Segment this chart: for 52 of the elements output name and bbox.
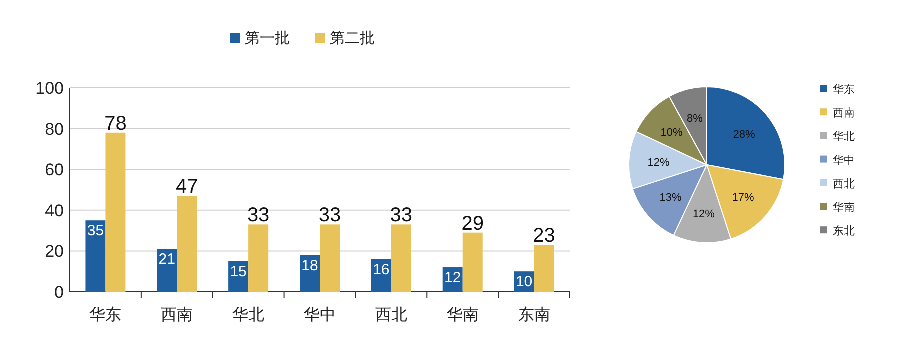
data-label: 15: [230, 263, 247, 280]
y-tick-label: 0: [54, 283, 64, 302]
data-label: 12%: [648, 156, 670, 169]
data-label: 47: [176, 176, 198, 198]
legend-label: 西北: [833, 177, 855, 190]
data-label: 33: [318, 204, 342, 227]
data-label: 13%: [660, 192, 682, 204]
bar: [106, 132, 126, 292]
bar: [462, 232, 483, 292]
data-label: 16: [373, 261, 390, 278]
data-label: 21: [158, 251, 176, 268]
legend-label: 华北: [833, 130, 855, 144]
legend-label: 华南: [833, 201, 855, 214]
legend-label: 西南: [833, 106, 855, 120]
bar: [391, 224, 412, 292]
legend-label: 第一批: [245, 30, 290, 47]
bar: [320, 224, 340, 292]
y-tick-label: 20: [45, 242, 64, 262]
data-label: 29: [462, 212, 484, 235]
x-tick-label: 西北: [375, 306, 408, 324]
legend-label: 华中: [833, 154, 855, 167]
bar: [534, 245, 554, 292]
y-tick-label: 80: [45, 120, 64, 139]
data-label: 23: [533, 225, 556, 248]
bar: [86, 220, 106, 292]
data-label: 10%: [660, 126, 683, 139]
data-label: 28%: [733, 129, 756, 142]
legend-label: 东北: [833, 224, 855, 238]
legend-label: 华东: [833, 83, 855, 96]
data-label: 17%: [732, 192, 754, 204]
data-label: 35: [87, 222, 104, 240]
y-tick-label: 40: [45, 201, 64, 220]
x-tick-label: 西南: [161, 306, 194, 324]
data-label: 78: [104, 112, 127, 135]
data-label: 33: [247, 204, 270, 227]
data-label: 18: [302, 257, 318, 274]
bar: [177, 196, 198, 292]
x-tick-label: 东南: [518, 306, 550, 324]
x-tick-label: 华南: [446, 306, 479, 324]
data-label: 8%: [687, 113, 704, 126]
legend-label: 第二批: [330, 30, 375, 47]
x-tick-label: 华东: [90, 306, 122, 324]
y-tick-label: 100: [36, 79, 64, 98]
y-tick-label: 60: [45, 160, 64, 180]
bar: [157, 249, 178, 292]
data-label: 12%: [692, 208, 716, 220]
bar: [248, 224, 269, 292]
x-tick-label: 华北: [232, 306, 265, 324]
x-tick-label: 华中: [304, 306, 336, 324]
data-label: 10: [516, 274, 533, 291]
data-label: 33: [390, 204, 413, 227]
data-label: 12: [444, 270, 462, 287]
